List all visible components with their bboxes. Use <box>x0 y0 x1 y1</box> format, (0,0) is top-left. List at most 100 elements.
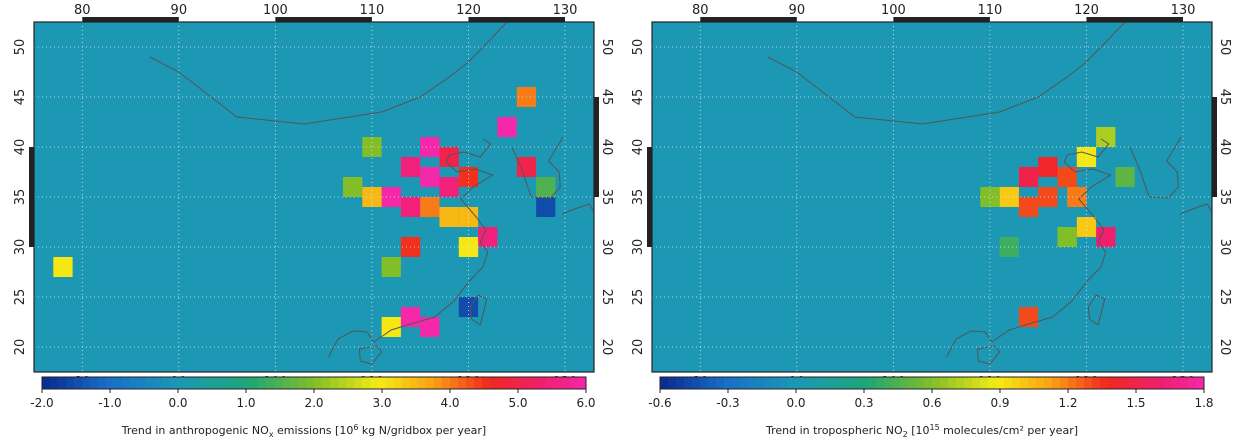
japan-coastline <box>1179 203 1213 215</box>
hotspot-cell <box>381 187 401 207</box>
colorbar-strip <box>490 377 499 389</box>
latitude-label-right: 20 <box>599 339 614 356</box>
mongolia-border <box>767 21 1126 125</box>
colorbar-strip <box>676 377 685 389</box>
colorbar-strip <box>1116 377 1125 389</box>
colorbar-tick-label: -0.6 <box>648 396 671 410</box>
hotspot-cell <box>400 307 421 327</box>
coastline-overlay <box>767 21 1213 365</box>
longitude-label-top: 130 <box>553 3 578 18</box>
colorbar-strip <box>1164 377 1173 389</box>
latitude-label-right: 30 <box>1217 239 1232 256</box>
colorbar-strip <box>250 377 259 389</box>
colorbar-strip <box>322 377 331 389</box>
hotspot-cell <box>343 177 363 197</box>
hotspot-cell <box>999 237 1019 257</box>
colorbar-strip <box>980 377 989 389</box>
colorbar-strip <box>66 377 75 389</box>
colorbar-strip <box>1068 377 1077 389</box>
longitude-label-top: 100 <box>881 3 906 18</box>
hotspot-cell <box>1096 127 1116 147</box>
colorbar-strip <box>538 377 547 389</box>
latitude-label-left: 30 <box>13 239 28 256</box>
colorbar-strip <box>852 377 861 389</box>
axis-bar-segment <box>275 17 372 22</box>
colorbar-strip <box>1036 377 1045 389</box>
colorbar-strip <box>466 377 475 389</box>
hotspot-cell <box>381 257 401 277</box>
colorbar <box>41 376 587 390</box>
latitude-label-right: 45 <box>1217 89 1232 106</box>
longitude-label-top: 120 <box>456 3 481 18</box>
colorbar-strip <box>154 377 163 389</box>
colorbar-strip <box>410 377 419 389</box>
colorbar-tick-label: 0.6 <box>922 396 941 410</box>
colorbar-strip <box>1100 377 1109 389</box>
hotspot-cell <box>53 257 73 277</box>
map-panel-tropospheric-no2: 80 90 100 110 120 130 80 90 100 110 120 130 50 45 40… <box>624 0 1232 440</box>
map-panel-anthropogenic-nox: 80 90 100 110 120 130 80 90 100 110 120 130 50 45 40… <box>6 0 614 440</box>
colorbar-tick-label: 0.0 <box>168 396 187 410</box>
colorbar-strip <box>418 377 427 389</box>
colorbar-strip <box>732 377 741 389</box>
colorbar-strip <box>964 377 973 389</box>
colorbar-tick-label: 0.0 <box>786 396 805 410</box>
colorbar-strip <box>298 377 307 389</box>
colorbar-strip <box>900 377 909 389</box>
hotspot-cell <box>516 157 537 177</box>
colorbar-strip <box>242 377 251 389</box>
latitude-label-right: 35 <box>1217 189 1232 206</box>
colorbar-strip <box>764 377 773 389</box>
colorbar-strip <box>916 377 925 389</box>
colorbar-strip <box>170 377 179 389</box>
trend-hotspots <box>53 87 556 337</box>
korea-coastline <box>511 136 564 199</box>
colorbar-strip <box>426 377 435 389</box>
colorbar-strip <box>1172 377 1181 389</box>
latitude-label-left: 40 <box>631 139 646 156</box>
axis-bar-segment <box>468 17 566 22</box>
hotspot-cell <box>1038 187 1058 207</box>
colorbar-strip <box>258 377 267 389</box>
latitude-label-left: 30 <box>631 239 646 256</box>
latitude-label-left: 45 <box>13 89 28 106</box>
longitude-axis-top: 80 90 100 110 120 130 <box>74 3 577 22</box>
colorbar-strip <box>186 377 195 389</box>
colorbar-strip <box>724 377 733 389</box>
colorbar-strip <box>892 377 901 389</box>
latitude-label-right: 25 <box>1217 289 1232 306</box>
latitude-label-left: 25 <box>13 289 28 306</box>
colorbar-strip <box>394 377 403 389</box>
latitude-label-left: 40 <box>13 139 28 156</box>
colorbar-strip <box>274 377 283 389</box>
latitude-axis-right: 50 45 40 35 30 25 20 <box>1212 39 1232 355</box>
latitude-label-left: 25 <box>631 289 646 306</box>
colorbar-strip <box>506 377 515 389</box>
colorbar-strip <box>1020 377 1029 389</box>
hotspot-cell <box>478 227 498 247</box>
longitude-label-top: 80 <box>74 3 91 18</box>
hotspot-cell <box>999 187 1019 207</box>
colorbar-strip <box>1132 377 1141 389</box>
colorbar-strip <box>908 377 917 389</box>
hotspot-cell <box>1018 167 1039 187</box>
colorbar-strip <box>442 377 451 389</box>
hotspot-cell <box>420 317 440 337</box>
colorbar-strip <box>514 377 523 389</box>
colorbar-strip <box>700 377 709 389</box>
coastline-overlay <box>149 21 595 365</box>
colorbar-strip <box>42 377 51 389</box>
colorbar-strip <box>1004 377 1013 389</box>
colorbar-strip <box>1140 377 1149 389</box>
axis-bar-segment <box>1086 17 1184 22</box>
hotspot-cell <box>420 167 440 187</box>
colorbar-strip <box>554 377 563 389</box>
colorbar-strip <box>804 377 813 389</box>
hotspot-cell <box>420 197 440 217</box>
colorbar-strip <box>1108 377 1117 389</box>
latitude-label-left: 35 <box>631 189 646 206</box>
hotspot-cell <box>1018 197 1039 217</box>
trend-hotspots <box>980 127 1135 327</box>
colorbar-strip <box>748 377 757 389</box>
colorbar-strip <box>314 377 323 389</box>
